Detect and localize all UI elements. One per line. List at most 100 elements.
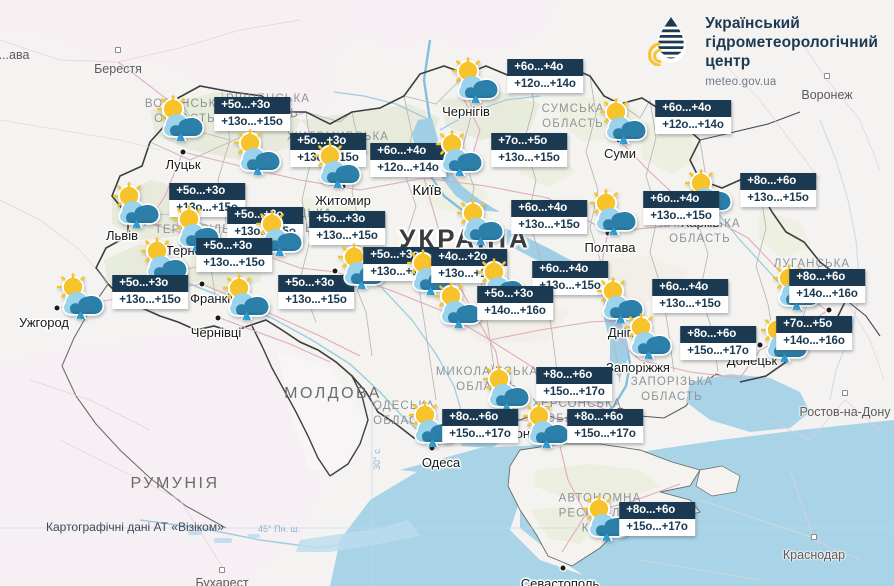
sun-cloud-rain-icon xyxy=(156,95,208,141)
day-temperature: +14o...+16o xyxy=(776,333,852,350)
night-temperature: +8o...+6o xyxy=(567,409,643,426)
weather-icon-rivne[interactable] xyxy=(233,129,285,175)
temperature-box: +5o...+3o+13o...+15o xyxy=(214,97,290,131)
weather-label-donetsk[interactable]: +7o...+5o +14o...+16o xyxy=(776,312,852,350)
weather-icon-lviv[interactable] xyxy=(112,182,164,228)
day-temperature: +14o...+16o xyxy=(789,286,865,303)
city-marker[interactable] xyxy=(757,342,763,348)
weather-label-sumy[interactable]: +6o...+4o +12o...+14o xyxy=(655,96,731,134)
temperature-box: +8o...+6o +15o...+17o xyxy=(680,326,756,360)
weather-icon-sumy[interactable] xyxy=(599,98,651,144)
weather-icon-zapor[interactable] xyxy=(624,313,676,359)
temperature-box: +6o...+4o +12o...+14o xyxy=(655,100,731,134)
city-marker[interactable] xyxy=(429,445,435,451)
weather-label-poltava[interactable]: +6o...+4o +13o...+15o xyxy=(643,187,719,225)
sun-cloud-rain-icon xyxy=(522,402,574,448)
foreign-city-marker xyxy=(811,534,817,540)
weather-label-volyn[interactable]: +5o...+3o +13o...+15o xyxy=(214,93,290,131)
weather-label-dnipro[interactable]: +6o...+4o +13o...+15o xyxy=(652,275,728,313)
weather-label-kherson[interactable]: +8o...+6o +15o...+17o xyxy=(567,405,643,443)
hydromet-drop-icon xyxy=(647,14,695,67)
day-temperature: +13o...+15o xyxy=(214,114,290,131)
weather-label-rivne[interactable]: +5o...+3o+13o...+15o xyxy=(290,129,366,167)
weather-label-crimea[interactable]: +8o...+6o +15o...+17o xyxy=(619,498,695,536)
weather-label-cherkasy[interactable]: +6o...+4o +13o...+15o xyxy=(511,196,587,234)
weather-icon-volyn[interactable] xyxy=(156,95,208,141)
weather-icon-chernihiv[interactable] xyxy=(451,57,503,103)
night-temperature: +8o...+6o xyxy=(619,502,695,519)
weather-icon-kirovohrad[interactable] xyxy=(406,249,458,295)
night-temperature: +5o...+3o xyxy=(290,133,366,150)
weather-label-khmeln[interactable]: +5o...+3o +13o...+15o xyxy=(309,207,385,245)
day-temperature: +13o...+15o xyxy=(491,150,567,167)
brand-logo[interactable]: Український гідрометеорологічний центр m… xyxy=(647,14,878,92)
day-temperature: +13o...+15o xyxy=(309,228,385,245)
city-marker[interactable] xyxy=(332,268,338,274)
day-temperature: +15o...+17o xyxy=(567,426,643,443)
foreign-city-marker xyxy=(842,390,848,396)
night-temperature: +5o...+3o xyxy=(278,275,354,292)
night-temperature: +8o...+6o xyxy=(740,173,816,190)
night-temperature: +8o...+6o xyxy=(680,326,756,343)
weather-label-mykolaiv[interactable]: +8o...+6o +15o...+17o xyxy=(536,363,612,401)
weather-label-zapor[interactable]: +8o...+6o +15o...+17o xyxy=(680,322,756,360)
weather-label-kharkiv[interactable]: +8o...+6o +13o...+15o xyxy=(740,169,816,207)
city-marker[interactable] xyxy=(199,281,205,287)
weather-label-luhansk[interactable]: +8o...+6o +14o...+16o xyxy=(789,265,865,303)
day-temperature: +13o...+15o xyxy=(740,190,816,207)
temperature-box: +8o...+6o +13o...+15o xyxy=(740,173,816,207)
temperature-box: +8o...+6o +14o...+16o xyxy=(789,269,865,303)
weather-icon-poltava[interactable] xyxy=(589,189,641,235)
weather-label-chernivtsi[interactable]: +5o...+3o +13o...+15o xyxy=(278,271,354,309)
weather-icon-chernivtsi[interactable] xyxy=(222,274,274,320)
temperature-box: +5o...+3o+13o...+15o xyxy=(309,211,385,245)
night-temperature: +4o...+2o xyxy=(431,249,507,266)
logo-website[interactable]: meteo.gov.ua xyxy=(705,76,777,88)
sun-cloud-rain-icon xyxy=(222,274,274,320)
temperature-box: +5o...+3o +14o...+16o xyxy=(477,286,553,320)
temperature-box: +8o...+6o +15o...+17o xyxy=(536,367,612,401)
weather-icon-kyiv[interactable] xyxy=(435,130,487,176)
day-temperature: +12o...+14o xyxy=(370,160,446,177)
weather-label-zakarp[interactable]: +5o...+3o +13o...+15o xyxy=(112,271,188,309)
weather-icon-kherson[interactable] xyxy=(522,402,574,448)
city-marker[interactable] xyxy=(215,315,221,321)
night-temperature: +5o...+3o xyxy=(477,286,553,303)
day-temperature: +12o...+14o xyxy=(507,76,583,93)
weather-label-chernihiv[interactable]: +6o...+4o +12o...+14o xyxy=(507,55,583,93)
night-temperature: +6o...+4o xyxy=(370,143,446,160)
city-marker[interactable] xyxy=(54,305,60,311)
temperature-box: +7o...+5o +14o...+16o xyxy=(776,316,852,350)
weather-label-ivfrank[interactable]: +5o...+3o +13o...+15o xyxy=(196,234,272,272)
weather-icon-zakarp[interactable] xyxy=(56,273,108,319)
day-temperature: +13o...+15o xyxy=(511,217,587,234)
weather-label-odesa[interactable]: +8o...+6o +15o...+17o xyxy=(442,405,518,443)
night-temperature: +6o...+4o xyxy=(652,279,728,296)
logo-title-line-1: Український xyxy=(705,15,800,32)
weather-label-mykolaiv_n[interactable]: +5o...+3o +14o...+16o xyxy=(477,282,553,320)
weather-icon-mykolaiv_n[interactable] xyxy=(434,282,486,328)
weather-label-zhytomyr[interactable]: +6o...+4o +12o...+14o xyxy=(370,139,446,177)
night-temperature: +8o...+6o xyxy=(789,269,865,286)
weather-icon-cherkasy[interactable] xyxy=(456,199,508,245)
sun-cloud-rain-icon xyxy=(56,273,108,319)
weather-icon-dnipro[interactable] xyxy=(596,277,648,323)
day-temperature: +15o...+17o xyxy=(536,384,612,401)
night-temperature: +5o...+3o xyxy=(112,275,188,292)
city-marker[interactable] xyxy=(180,149,186,155)
weather-icon-mykolaiv[interactable] xyxy=(482,365,534,411)
night-temperature: +7o...+5o xyxy=(776,316,852,333)
night-temperature: +5o...+3o xyxy=(309,211,385,228)
day-temperature: +14o...+16o xyxy=(477,303,553,320)
city-marker[interactable] xyxy=(605,230,611,236)
city-marker[interactable] xyxy=(340,183,346,189)
weather-label-kyiv[interactable]: +7o...+5o +13o...+15o xyxy=(491,129,567,167)
day-temperature: +13o...+15o xyxy=(278,292,354,309)
weather-icon-zhytomyr[interactable] xyxy=(313,142,365,188)
sun-cloud-rain-icon xyxy=(313,142,365,188)
city-marker[interactable] xyxy=(560,565,566,571)
temperature-box: +5o...+3o+13o...+15o xyxy=(290,133,366,167)
city-marker[interactable] xyxy=(826,307,832,313)
night-temperature: +6o...+4o xyxy=(511,200,587,217)
